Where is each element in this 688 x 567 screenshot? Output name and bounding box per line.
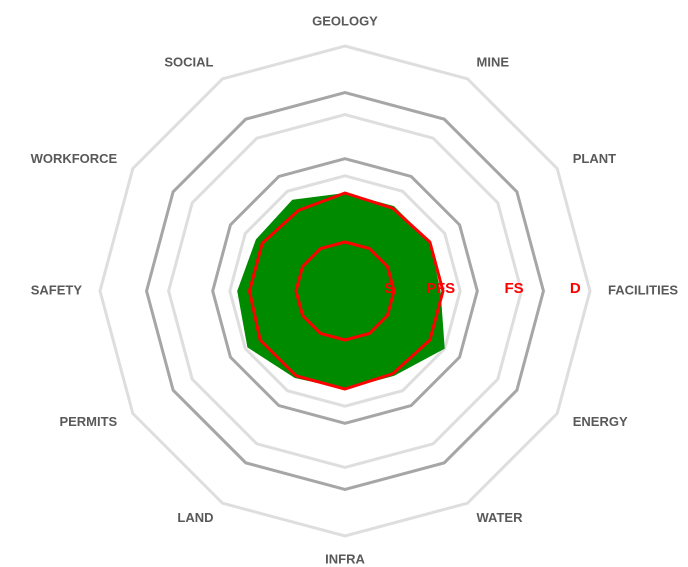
axis-label: PLANT <box>573 151 616 166</box>
axis-label: GEOLOGY <box>312 13 378 28</box>
stage-label: PFS <box>426 280 455 297</box>
series-line <box>247 191 445 391</box>
series-line <box>294 240 396 342</box>
grid-ring <box>167 113 523 469</box>
axis-label: ENERGY <box>573 414 628 429</box>
stage-label: D <box>570 280 581 297</box>
stage-label: FS <box>504 280 523 297</box>
axis-label: WORKFORCE <box>31 151 118 166</box>
axis-label: LAND <box>177 510 213 525</box>
axis-label: SOCIAL <box>164 55 213 70</box>
stage-label: S <box>384 280 394 297</box>
axis-label: WATER <box>477 510 524 525</box>
grid-ring <box>98 44 592 538</box>
grid-ring <box>144 90 546 492</box>
axis-label: FACILITIES <box>608 282 678 297</box>
axis-label: INFRA <box>325 551 365 566</box>
grid-ring <box>211 157 479 425</box>
area <box>237 193 445 389</box>
axis-label: MINE <box>477 55 510 70</box>
grid-ring <box>228 174 462 408</box>
axis-label: SAFETY <box>31 282 83 297</box>
axis-label: PERMITS <box>59 414 117 429</box>
